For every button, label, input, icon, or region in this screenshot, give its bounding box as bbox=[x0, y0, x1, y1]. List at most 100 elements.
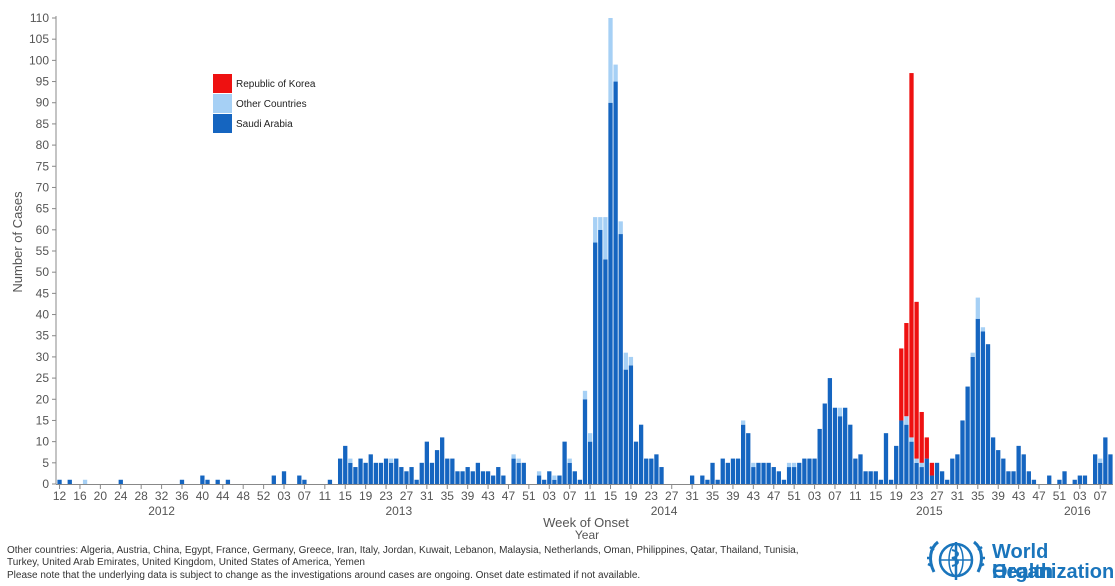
x-tick-label: 52 bbox=[257, 489, 271, 503]
bar-other-countries-2016-W08 bbox=[1098, 458, 1103, 463]
bar-saudi-arabia-2013-W22 bbox=[373, 462, 378, 484]
bar-saudi-arabia-2014-W24 bbox=[649, 458, 654, 484]
bar-saudi-arabia-2014-W20 bbox=[628, 365, 634, 484]
bar-saudi-arabia-2016-W07 bbox=[1093, 454, 1098, 484]
x-tick-label: 23 bbox=[910, 489, 924, 503]
bar-saudi-arabia-2014-W19 bbox=[623, 369, 628, 484]
bar-saudi-arabia-2015-W39 bbox=[990, 437, 996, 484]
bar-saudi-arabia-2013-W36 bbox=[445, 458, 450, 484]
bar-saudi-arabia-2012-W45 bbox=[225, 479, 231, 484]
bar-saudi-arabia-2014-W04 bbox=[547, 471, 552, 484]
bar-saudi-arabia-2013-W26 bbox=[394, 458, 399, 484]
bar-other-countries-2014-W51 bbox=[786, 462, 792, 468]
bar-saudi-arabia-2014-W09 bbox=[572, 471, 577, 484]
bar-saudi-arabia-2013-W34 bbox=[434, 450, 440, 484]
x-tick-label: 19 bbox=[890, 489, 904, 503]
bar-saudi-arabia-2014-W36 bbox=[710, 462, 715, 484]
bar-saudi-arabia-2015-W10 bbox=[843, 407, 848, 484]
x-tick-label: 31 bbox=[685, 489, 699, 503]
bar-saudi-arabia-2014-W48 bbox=[771, 467, 776, 484]
bar-saudi-arabia-2015-W50 bbox=[1047, 475, 1052, 484]
bar-saudi-arabia-2014-W12 bbox=[587, 441, 593, 484]
bar-saudi-arabia-2013-W27 bbox=[399, 467, 404, 484]
bar-saudi-arabia-2013-W24 bbox=[383, 458, 389, 484]
x-tick-label: 07 bbox=[298, 489, 312, 503]
who-name-line1: World Health bbox=[992, 541, 1054, 583]
x-tick-label: 43 bbox=[747, 489, 761, 503]
epi-curve-chart: 0 5 10 15 20 25 30 35 40 45 50 55 60 65 70 75 80 85 90 95 10… bbox=[10, 11, 1113, 540]
bar-saudi-arabia-2015-W46 bbox=[1026, 471, 1031, 484]
bar-other-countries-2015-W25 bbox=[919, 462, 924, 468]
who-emblem-icon bbox=[927, 540, 985, 580]
bar-saudi-arabia-2015-W36 bbox=[975, 318, 980, 484]
bar-other-countries-2014-W20 bbox=[628, 356, 634, 366]
bar-republic-of-korea-2015-W21 bbox=[899, 348, 904, 421]
bar-other-countries-2015-W36 bbox=[975, 297, 980, 319]
x-tick-label: 16 bbox=[73, 489, 87, 503]
bar-saudi-arabia-2015-W15 bbox=[868, 471, 873, 484]
x-tick-label: 39 bbox=[461, 489, 475, 503]
x-tick-label: 51 bbox=[522, 489, 536, 503]
x-tick-label: 03 bbox=[808, 489, 822, 503]
bar-saudi-arabia-2015-W44 bbox=[1016, 445, 1021, 484]
x-tick-label: 11 bbox=[319, 489, 332, 503]
y-tick-label: 5 bbox=[42, 456, 49, 470]
legend: Republic of Korea Other Countries Saudi Ar… bbox=[213, 74, 316, 133]
bar-saudi-arabia-2014-W40 bbox=[730, 458, 736, 484]
bar-saudi-arabia-2014-W23 bbox=[644, 458, 649, 484]
x-tick-label: 48 bbox=[237, 489, 251, 503]
bar-saudi-arabia-2014-W46 bbox=[761, 462, 766, 484]
bar-saudi-arabia-2013-W29 bbox=[409, 467, 414, 484]
bar-saudi-arabia-2015-W05 bbox=[817, 428, 822, 484]
x-tick-label: 40 bbox=[196, 489, 210, 503]
x-tick-label: 07 bbox=[563, 489, 577, 503]
x-tick-label: 24 bbox=[114, 489, 128, 503]
bar-saudi-arabia-2013-W04 bbox=[281, 471, 287, 484]
bar-saudi-arabia-2014-W45 bbox=[756, 462, 761, 484]
bar-saudi-arabia-2015-W40 bbox=[996, 450, 1001, 484]
x-tick-label: 07 bbox=[828, 489, 842, 503]
bar-saudi-arabia-2013-W15 bbox=[337, 458, 343, 484]
bar-other-countries-2013-W17 bbox=[348, 458, 353, 463]
bar-saudi-arabia-2015-W03 bbox=[807, 458, 812, 484]
bar-other-countries-2014-W16 bbox=[608, 18, 613, 103]
bar-saudi-arabia-2014-W16 bbox=[608, 102, 613, 484]
bar-saudi-arabia-2015-W29 bbox=[939, 471, 945, 484]
x-tick-label: 23 bbox=[645, 489, 659, 503]
bar-other-countries-2014-W15 bbox=[603, 217, 608, 260]
bar-saudi-arabia-2013-W35 bbox=[440, 437, 445, 484]
bar-saudi-arabia-2014-W37 bbox=[715, 479, 720, 484]
bar-saudi-arabia-2015-W20 bbox=[894, 445, 899, 484]
bar-saudi-arabia-2015-W23 bbox=[909, 441, 914, 484]
y-tick-label: 110 bbox=[30, 11, 49, 25]
bar-saudi-arabia-2015-W11 bbox=[848, 424, 853, 484]
bar-saudi-arabia-2013-W20 bbox=[363, 462, 368, 484]
bar-saudi-arabia-2015-W27 bbox=[929, 475, 935, 484]
bar-saudi-arabia-2015-W02 bbox=[802, 458, 807, 484]
bar-saudi-arabia-2015-W22 bbox=[904, 424, 909, 484]
bar-saudi-arabia-2015-W52 bbox=[1057, 479, 1062, 484]
bar-saudi-arabia-2014-W34 bbox=[700, 475, 705, 484]
bar-saudi-arabia-2014-W06 bbox=[557, 475, 562, 484]
bar-saudi-arabia-2012-W40 bbox=[200, 475, 205, 484]
bar-saudi-arabia-2013-W32 bbox=[424, 441, 429, 484]
bar-saudi-arabia-2013-W41 bbox=[470, 471, 475, 484]
bar-saudi-arabia-2014-W03 bbox=[542, 479, 547, 484]
bar-saudi-arabia-2013-W33 bbox=[429, 462, 435, 484]
bar-saudi-arabia-2014-W49 bbox=[776, 471, 781, 484]
bar-other-countries-2014-W11 bbox=[582, 390, 588, 400]
x-tick-label: 15 bbox=[869, 489, 883, 503]
y-tick-label: 100 bbox=[29, 53, 49, 67]
who-name-line2: Organization bbox=[992, 561, 1115, 583]
bar-saudi-arabia-2015-W33 bbox=[960, 420, 965, 484]
bar-saudi-arabia-2016-W05 bbox=[1082, 475, 1088, 484]
bar-republic-of-korea-2015-W25 bbox=[919, 411, 924, 463]
bar-republic-of-korea-2015-W26 bbox=[924, 437, 929, 459]
bar-saudi-arabia-2015-W47 bbox=[1031, 479, 1037, 484]
bar-other-countries-2015-W35 bbox=[970, 352, 975, 357]
x-tick-label: 39 bbox=[992, 489, 1006, 503]
bar-saudi-arabia-2015-W24 bbox=[914, 462, 919, 484]
bar-saudi-arabia-2013-W13 bbox=[327, 479, 333, 484]
bar-saudi-arabia-2015-W19 bbox=[888, 479, 894, 484]
bar-saudi-arabia-2016-W10 bbox=[1108, 454, 1113, 484]
